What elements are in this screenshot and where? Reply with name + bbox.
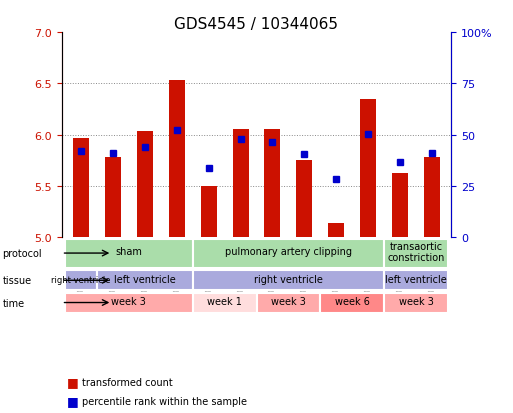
FancyBboxPatch shape: [384, 293, 448, 313]
Text: GSM754732: GSM754732: [172, 242, 181, 296]
Bar: [265, 130, 281, 237]
Text: week 1: week 1: [207, 297, 242, 307]
FancyBboxPatch shape: [384, 271, 448, 291]
FancyBboxPatch shape: [384, 239, 448, 268]
Text: week 3: week 3: [399, 297, 433, 307]
Bar: [328, 223, 344, 237]
Text: week 6: week 6: [335, 297, 370, 307]
Text: time: time: [3, 298, 25, 308]
Text: GSM754733: GSM754733: [204, 242, 213, 296]
Text: percentile rank within the sample: percentile rank within the sample: [82, 396, 247, 406]
Text: transaortic
constriction: transaortic constriction: [388, 241, 445, 263]
Bar: [360, 100, 377, 237]
Text: transformed count: transformed count: [82, 377, 173, 387]
Text: GSM754738: GSM754738: [364, 242, 373, 296]
Text: GSM754739: GSM754739: [76, 242, 85, 296]
FancyBboxPatch shape: [321, 293, 384, 313]
Text: GSM754729: GSM754729: [396, 242, 405, 296]
Bar: [297, 161, 312, 237]
FancyBboxPatch shape: [65, 239, 192, 268]
Text: GSM754736: GSM754736: [300, 242, 309, 296]
Text: sham: sham: [115, 247, 142, 257]
Bar: [169, 81, 185, 237]
Bar: [136, 132, 153, 237]
Bar: [73, 138, 89, 237]
Text: ■: ■: [67, 394, 78, 407]
Text: tissue: tissue: [3, 275, 32, 285]
Text: week 3: week 3: [111, 297, 146, 307]
Bar: [105, 158, 121, 237]
Text: GSM754730: GSM754730: [428, 242, 437, 296]
Text: week 3: week 3: [271, 297, 306, 307]
FancyBboxPatch shape: [192, 239, 384, 268]
Text: ■: ■: [67, 375, 78, 389]
FancyBboxPatch shape: [65, 271, 97, 291]
Text: GSM754735: GSM754735: [268, 242, 277, 296]
Bar: [424, 158, 440, 237]
Text: GSM754740: GSM754740: [108, 242, 117, 296]
FancyBboxPatch shape: [192, 293, 256, 313]
FancyBboxPatch shape: [65, 293, 192, 313]
Text: GDS4545 / 10344065: GDS4545 / 10344065: [174, 17, 339, 31]
FancyBboxPatch shape: [97, 271, 192, 291]
Text: GSM754734: GSM754734: [236, 242, 245, 296]
FancyBboxPatch shape: [192, 271, 384, 291]
Bar: [232, 130, 248, 237]
Text: GSM754731: GSM754731: [140, 242, 149, 296]
Text: GSM754737: GSM754737: [332, 242, 341, 296]
Text: protocol: protocol: [3, 249, 42, 259]
FancyBboxPatch shape: [256, 293, 321, 313]
Text: left ventricle: left ventricle: [385, 275, 447, 285]
Text: left ventricle: left ventricle: [114, 275, 175, 285]
Text: right ventricle: right ventricle: [51, 275, 110, 284]
Bar: [201, 186, 216, 237]
Bar: [392, 174, 408, 237]
Text: pulmonary artery clipping: pulmonary artery clipping: [225, 247, 352, 257]
Text: right ventricle: right ventricle: [254, 275, 323, 285]
